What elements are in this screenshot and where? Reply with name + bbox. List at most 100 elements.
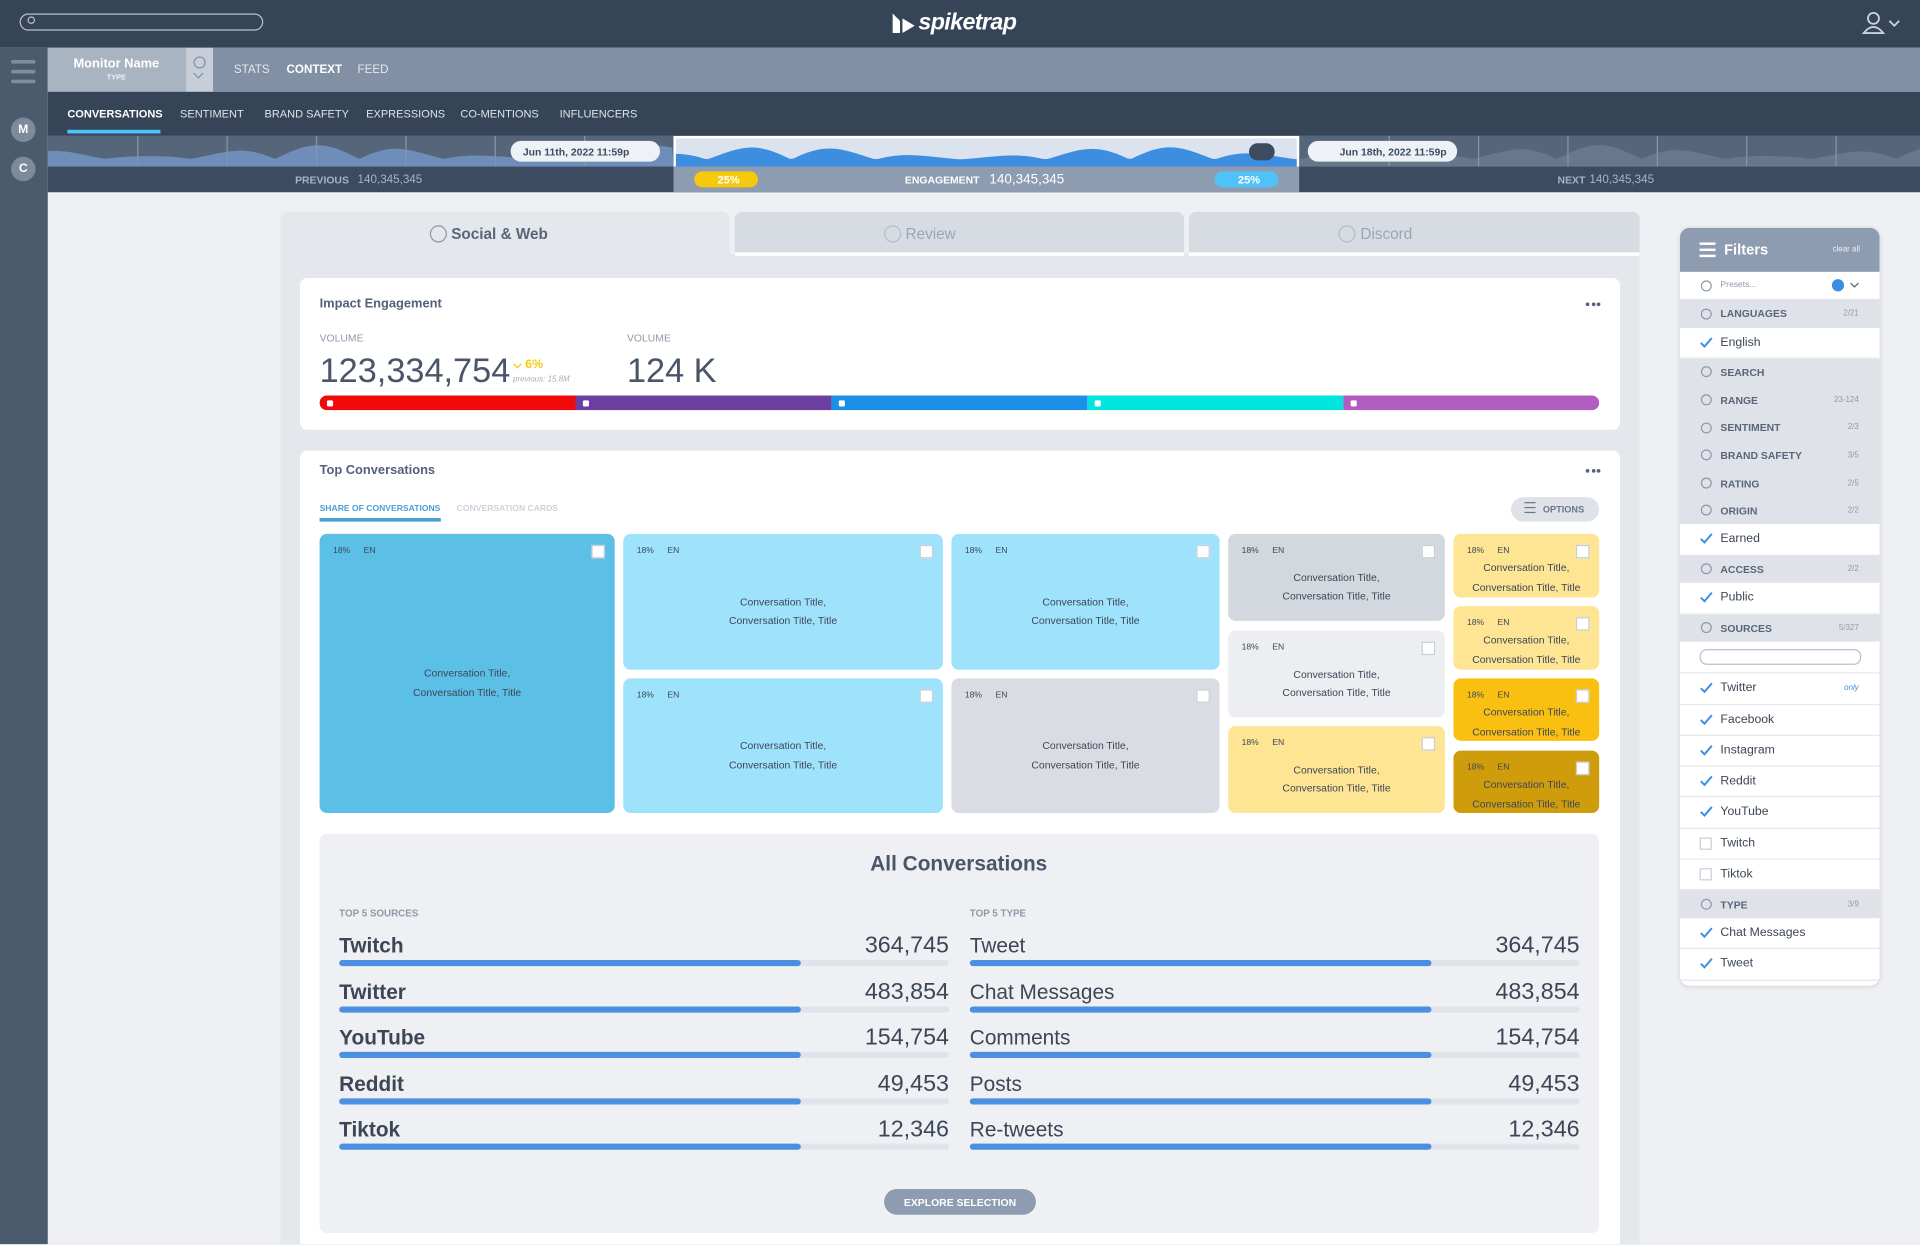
view-tab[interactable]: CONVERSATION CARDS	[456, 505, 559, 514]
top-tab[interactable]: FEED	[357, 63, 389, 77]
menu-dot[interactable]	[1596, 302, 1601, 307]
option-note[interactable]: only	[1844, 684, 1859, 693]
filter-group[interactable]: SOURCES 5/327	[1680, 614, 1880, 642]
conversation-tile[interactable]: 18% EN Conversation Title, Conversation Ti…	[1453, 533, 1600, 598]
list-name: Re-tweets	[969, 1118, 1064, 1142]
filter-group[interactable]: ORIGIN 2/2	[1680, 496, 1880, 525]
tile-checkbox[interactable]	[1421, 544, 1436, 559]
tile-lang: EN	[667, 546, 680, 556]
tile-checkbox[interactable]	[1575, 617, 1590, 631]
menu-dot[interactable]	[1585, 302, 1590, 307]
context-tab[interactable]: INFLUENCERS	[559, 107, 638, 121]
tile-lang: EN	[1272, 643, 1285, 653]
search-box[interactable]	[19, 13, 264, 31]
filter-option[interactable]: Twitter only	[1680, 673, 1880, 705]
tab-icon	[429, 225, 447, 243]
separator	[137, 135, 139, 167]
conversation-tile[interactable]: 18% EN Conversation Title, Conversation Ti…	[1453, 678, 1600, 741]
conversation-tile[interactable]: 18% EN Conversation Title, Conversation Ti…	[951, 533, 1220, 670]
avatar[interactable]: M	[11, 117, 36, 143]
source-search-row	[1680, 642, 1880, 674]
info-button[interactable]	[1248, 143, 1275, 161]
context-tab[interactable]: CO-MENTIONS	[460, 107, 539, 121]
add-preset[interactable]	[1831, 279, 1845, 292]
tile-checkbox[interactable]	[1575, 761, 1590, 776]
menu-dot[interactable]	[1591, 302, 1595, 307]
source-tab[interactable]: Social & Web	[280, 211, 730, 256]
conversation-tile[interactable]: 18% EN Conversation Title, Conversation Ti…	[1453, 606, 1600, 670]
date-pill[interactable]: Jun 11th, 2022 11:59p	[510, 140, 661, 162]
source-search[interactable]	[1699, 649, 1862, 666]
option-label: Facebook	[1720, 712, 1775, 727]
context-tab[interactable]: BRAND SAFETY	[264, 107, 349, 121]
top-tab[interactable]: STATS	[233, 63, 270, 77]
user-menu[interactable]	[1861, 11, 1904, 35]
tile-checkbox[interactable]	[919, 544, 934, 559]
conversation-tile[interactable]: 18% EN Conversation Title, Conversation Ti…	[1228, 533, 1445, 621]
filter-option[interactable]: Reddit	[1680, 766, 1880, 798]
filter-group[interactable]: BRAND SAFETY 3/5	[1680, 441, 1880, 470]
tile-checkbox[interactable]	[1575, 689, 1590, 703]
tile-checkbox[interactable]	[1421, 641, 1436, 656]
monitor-info[interactable]	[186, 47, 214, 92]
filter-option[interactable]: YouTube	[1680, 797, 1880, 829]
menu-dot[interactable]	[1591, 468, 1595, 473]
context-tab[interactable]: SENTIMENT	[180, 107, 244, 121]
date-pill[interactable]: Jun 18th, 2022 11:59p	[1307, 140, 1458, 162]
context-tab[interactable]: EXPRESSIONS	[366, 107, 446, 121]
filter-group[interactable]: LANGUAGES 2/21	[1680, 300, 1880, 328]
source-tab[interactable]: Review	[734, 211, 1185, 256]
conversation-tile[interactable]: 18% EN Conversation Title, Conversation Ti…	[623, 678, 943, 814]
conversation-tile[interactable]: 18% EN Conversation Title, Conversation Ti…	[319, 533, 615, 814]
tile-checkbox[interactable]	[919, 689, 934, 703]
filter-option[interactable]: Earned	[1680, 524, 1880, 556]
conversation-tile[interactable]: 18% EN Conversation Title, Conversation Ti…	[1228, 630, 1445, 718]
conversation-tile[interactable]: 18% EN Conversation Title, Conversation Ti…	[623, 533, 943, 670]
menu-dot[interactable]	[1585, 468, 1590, 473]
conversation-tile[interactable]: 18% EN Conversation Title, Conversation Ti…	[1228, 726, 1445, 814]
clear-all[interactable]: clear all	[1832, 245, 1861, 255]
conversation-tile[interactable]: 18% EN Conversation Title, Conversation Ti…	[1453, 750, 1600, 814]
top-tab[interactable]: CONTEXT	[286, 63, 343, 77]
filter-group[interactable]: ACCESS 2/2	[1680, 555, 1880, 584]
presets-label: Presets...	[1720, 281, 1757, 290]
filter-group[interactable]: SENTIMENT 2/3	[1680, 413, 1880, 442]
options-button[interactable]: OPTIONS	[1511, 497, 1600, 522]
filter-group[interactable]: SEARCH	[1680, 358, 1880, 387]
tile-share: 18%	[1466, 763, 1485, 773]
view-tab-underline	[319, 517, 441, 522]
conversation-tile[interactable]: 18% EN Conversation Title, Conversation Ti…	[951, 678, 1220, 814]
filter-option[interactable]: English	[1680, 327, 1880, 359]
filter-group[interactable]: TYPE 3/9	[1680, 890, 1880, 919]
avatar[interactable]: C	[11, 156, 36, 182]
source-tab[interactable]: Discord	[1188, 211, 1640, 256]
tile-checkbox[interactable]	[1575, 544, 1590, 559]
filter-option[interactable]: Twitch	[1680, 828, 1880, 860]
filter-option[interactable]: Tiktok	[1680, 859, 1880, 891]
group-name: TYPE	[1720, 898, 1748, 911]
filter-option[interactable]: Facebook	[1680, 704, 1880, 736]
filter-option[interactable]: Chat Messages	[1680, 918, 1880, 950]
tile-checkbox[interactable]	[591, 544, 605, 559]
tile-checkbox[interactable]	[1421, 737, 1436, 751]
filter-group[interactable]: RATING 2/5	[1680, 469, 1880, 497]
tab-icon	[883, 225, 901, 243]
group-count: 3/5	[1847, 451, 1859, 460]
option-label: Chat Messages	[1720, 926, 1806, 940]
tile-checkbox[interactable]	[1196, 544, 1210, 559]
presets-row[interactable]: Presets...	[1680, 272, 1880, 301]
context-tab[interactable]: CONVERSATIONS	[67, 107, 163, 121]
tile-checkbox[interactable]	[1196, 689, 1210, 703]
check	[1700, 336, 1713, 348]
filter-option[interactable]: Tweet	[1680, 949, 1880, 981]
list-name: Posts	[969, 1072, 1022, 1096]
explore-button[interactable]: EXPLORE SELECTION	[884, 1188, 1036, 1215]
menu-line	[11, 79, 36, 83]
filter-option[interactable]: Public	[1680, 583, 1880, 615]
view-tab[interactable]: SHARE OF CONVERSATIONS	[319, 505, 441, 514]
info-icon	[193, 56, 206, 69]
filter-group[interactable]: RANGE 23-124	[1680, 386, 1880, 414]
monitor-box[interactable]: Monitor Name TYPE	[47, 47, 187, 92]
filter-option[interactable]: Instagram	[1680, 735, 1880, 767]
menu-dot[interactable]	[1596, 468, 1601, 473]
